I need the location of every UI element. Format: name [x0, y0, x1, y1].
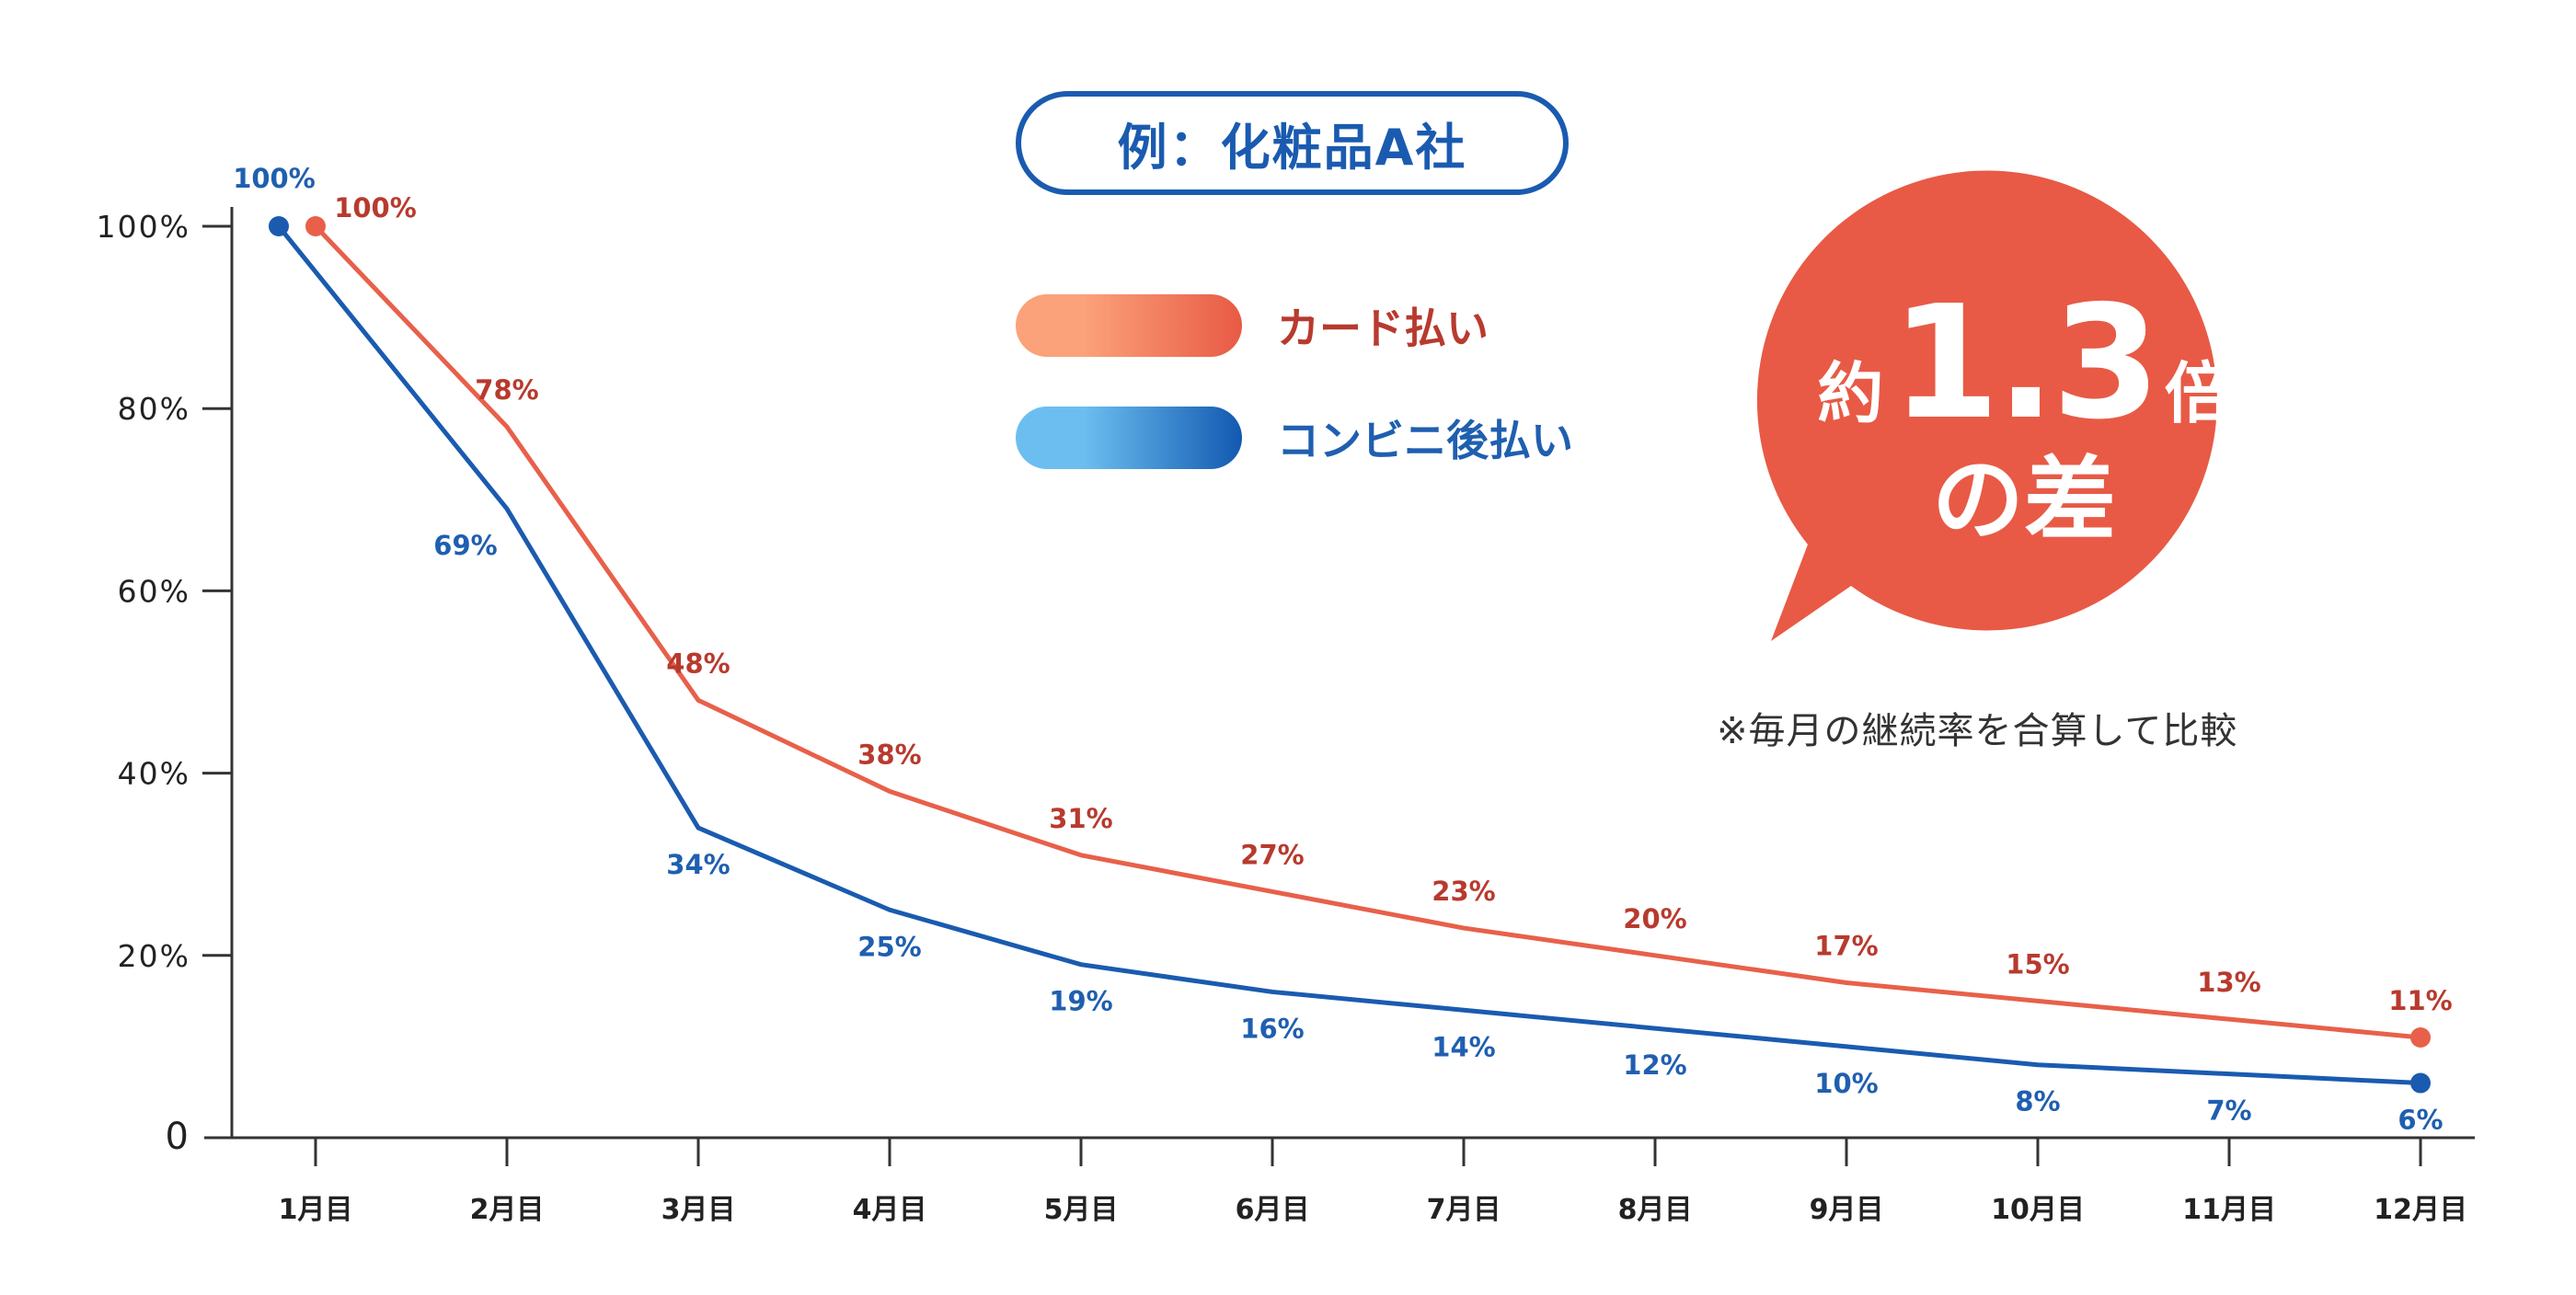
data-label-conbini: 6%: [2398, 1105, 2443, 1136]
legend-item-conbini: コンビニ後払い: [1016, 407, 1573, 469]
chart-title-pill: 例：化粧品A社: [1016, 91, 1569, 195]
legend-swatch-conbini: [1016, 407, 1242, 469]
callout-line2: の差: [1932, 446, 2116, 554]
data-label-card: 38%: [857, 739, 921, 770]
x-tick-label: 2月目: [470, 1194, 545, 1226]
callout-bubble: [1756, 170, 2217, 641]
x-tick-label: 10月目: [1991, 1194, 2085, 1226]
data-label-card: 27%: [1240, 839, 1304, 870]
legend-label-conbini: コンビニ後払い: [1277, 416, 1573, 465]
x-tick-label: 5月目: [1044, 1194, 1119, 1226]
series-endpoint-card: [305, 216, 326, 236]
legend-item-card: カード払い: [1016, 294, 1489, 357]
y-tick-label: 60%: [118, 573, 190, 609]
data-label-conbini: 7%: [2206, 1095, 2251, 1127]
callout-prefix: 約: [1817, 355, 1884, 432]
series-endpoint-conbini: [269, 216, 289, 236]
y-tick-label: 20%: [118, 938, 190, 974]
data-label-card: 11%: [2388, 985, 2452, 1016]
callout-line1: 約 1.3 倍: [1794, 285, 2254, 441]
data-label-conbini: 8%: [2015, 1086, 2060, 1117]
x-tick-label: 12月目: [2374, 1194, 2467, 1226]
series-endpoint-conbini: [2410, 1072, 2431, 1094]
x-tick-label: 8月目: [1618, 1194, 1693, 1226]
data-label-card: 31%: [1049, 803, 1112, 834]
x-tick-label: 4月目: [853, 1194, 927, 1226]
series-layer: [269, 216, 2431, 1094]
x-tick-label: 3月目: [661, 1194, 736, 1226]
data-label-card: 78%: [475, 374, 538, 406]
data-label-conbini: 25%: [857, 931, 921, 962]
data-label-conbini: 34%: [666, 849, 730, 880]
legend-label-card: カード払い: [1277, 304, 1489, 353]
y-tick-label: 0: [166, 1116, 190, 1158]
callout-number: 1.3: [1891, 272, 2160, 454]
legend-swatch-card: [1016, 294, 1242, 357]
series-endpoint-card: [2410, 1026, 2431, 1048]
data-label-card: 15%: [2006, 948, 2069, 980]
data-label-conbini: 12%: [1623, 1049, 1686, 1081]
data-label-card: 48%: [666, 648, 730, 679]
y-tick-label: 40%: [118, 756, 190, 792]
data-label-card: 100%: [334, 192, 417, 223]
axes: 0 20% 40% 60% 80% 100% 1月目 2月目 3月目 4月目 5月目 6月目 7月目 8月…: [97, 207, 2475, 1226]
data-label-card: 17%: [1814, 931, 1878, 962]
data-label-conbini: 16%: [1240, 1013, 1304, 1044]
x-tick-label: 1月目: [279, 1194, 353, 1226]
footnote: ※毎月の継続率を合算して比較: [1717, 710, 2238, 752]
series-line-conbini: [277, 224, 2421, 1086]
chart-title: 例：化粧品A社: [1117, 119, 1467, 177]
x-tick-label: 9月目: [1810, 1194, 1884, 1226]
data-labels: 100% 78% 48% 38% 31% 27% 23% 20% 17% 15% 13% 11% 100…: [233, 163, 2453, 1136]
y-tick-label: 80%: [118, 391, 190, 427]
x-tick-label: 6月目: [1236, 1194, 1310, 1226]
data-label-conbini: 14%: [1432, 1031, 1495, 1062]
y-tick-label: 100%: [97, 209, 190, 245]
series-line-card: [314, 224, 2421, 1040]
x-tick-label: 11月目: [2182, 1194, 2276, 1226]
data-label-conbini: 10%: [1814, 1068, 1878, 1099]
data-label-card: 20%: [1623, 903, 1686, 934]
callout-suffix: 倍: [2164, 355, 2231, 432]
data-label-card: 23%: [1432, 876, 1495, 907]
data-label-conbini: 100%: [233, 163, 316, 194]
data-label-conbini: 69%: [433, 530, 497, 561]
x-tick-label: 7月目: [1427, 1194, 1501, 1226]
data-label-card: 13%: [2197, 967, 2260, 998]
data-label-conbini: 19%: [1049, 986, 1112, 1017]
callout-text: 約 1.3 倍 の差: [1794, 285, 2254, 546]
